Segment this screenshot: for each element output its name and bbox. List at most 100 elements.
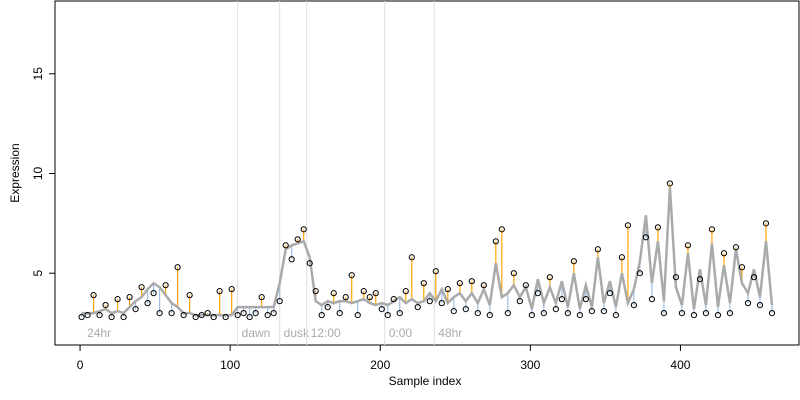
point [612, 311, 619, 319]
point [756, 302, 764, 309]
point [282, 242, 289, 249]
point [570, 258, 577, 265]
point [690, 311, 698, 319]
point [96, 311, 103, 319]
y-tick-label: 15 [31, 67, 45, 81]
point [468, 278, 475, 285]
point [582, 296, 589, 303]
point [588, 307, 595, 315]
x-tick-label: 200 [370, 358, 390, 372]
point [642, 234, 650, 241]
point [306, 260, 313, 267]
point [180, 311, 187, 319]
point [624, 222, 631, 229]
point [516, 298, 523, 305]
point [336, 309, 343, 317]
point [300, 226, 307, 233]
point [456, 280, 463, 287]
point [618, 254, 625, 261]
point [210, 313, 217, 321]
point [720, 250, 728, 257]
point [222, 313, 229, 321]
point [684, 242, 692, 249]
point [144, 300, 151, 307]
point [258, 294, 265, 301]
point [486, 311, 493, 319]
y-tick-label: 10 [31, 167, 45, 181]
point [108, 313, 115, 321]
point [552, 306, 559, 313]
point [450, 307, 457, 315]
point [384, 311, 391, 319]
point [438, 300, 445, 307]
point [444, 286, 451, 293]
point [246, 313, 253, 321]
point [726, 309, 734, 317]
point [204, 309, 211, 317]
x-tick-label: 300 [520, 358, 540, 372]
point [168, 309, 175, 317]
annotation-label: 48hr [438, 326, 462, 340]
point [714, 311, 722, 319]
point [138, 284, 145, 291]
point [474, 309, 481, 317]
point [120, 313, 127, 321]
annotation-label: 12:00 [311, 326, 341, 340]
point [294, 236, 301, 243]
x-axis-label: Sample index [389, 374, 462, 388]
point [546, 274, 553, 281]
y-tick-label: 5 [31, 270, 45, 277]
point [648, 296, 656, 303]
point [396, 309, 403, 317]
point [432, 268, 439, 275]
point [492, 238, 499, 245]
y-axis-label: Expression [8, 143, 22, 202]
point [102, 302, 109, 309]
point [666, 180, 674, 187]
point [744, 300, 752, 307]
point [84, 311, 91, 319]
plot-frame [54, 0, 800, 346]
point [126, 294, 133, 301]
point [228, 286, 235, 293]
annotation-label: dusk [284, 326, 310, 340]
annotation-label: dawn [242, 326, 271, 340]
point [522, 282, 529, 289]
point [408, 254, 415, 261]
point [576, 311, 583, 319]
point [462, 306, 469, 313]
point [252, 309, 259, 317]
point [240, 309, 247, 317]
annotation-label: 24hr [87, 326, 111, 340]
point [318, 311, 325, 319]
point [324, 304, 331, 311]
point [270, 309, 277, 317]
x-tick-label: 0 [77, 358, 84, 372]
point [354, 311, 361, 319]
point [732, 244, 740, 251]
point [174, 264, 181, 271]
point [762, 220, 770, 227]
point [678, 309, 686, 317]
point [150, 290, 157, 297]
point [312, 288, 319, 295]
point [480, 282, 487, 289]
x-tick-label: 100 [220, 358, 240, 372]
point [540, 309, 547, 317]
point [654, 224, 662, 231]
point [414, 304, 421, 311]
point [630, 302, 638, 309]
point [558, 296, 565, 303]
point [360, 288, 367, 295]
point [192, 313, 199, 321]
point [636, 270, 644, 277]
annotation-label: 0:00 [389, 326, 413, 340]
point [702, 309, 710, 317]
point [528, 311, 535, 319]
point [564, 309, 571, 317]
point [198, 311, 205, 319]
point [132, 306, 139, 313]
point [504, 309, 511, 317]
point [288, 256, 295, 263]
